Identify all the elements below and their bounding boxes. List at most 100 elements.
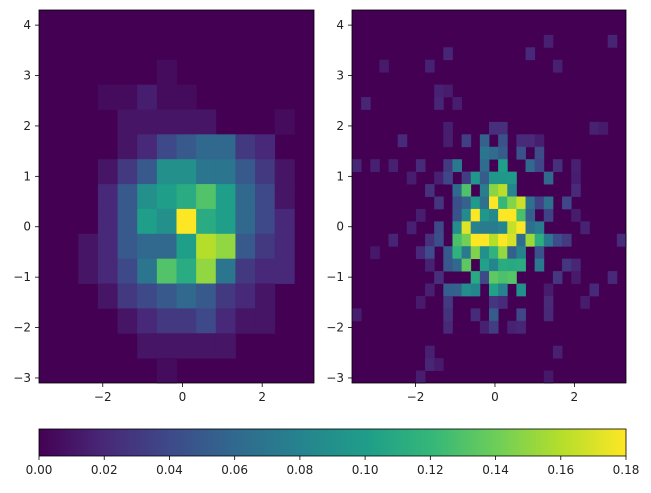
right-heatmap-cell (580, 221, 590, 235)
left-heatmap-cell (215, 258, 236, 284)
left-heatmap-cell (235, 233, 256, 260)
left-heatmap-cell (255, 233, 276, 260)
right-heatmap-cell (616, 233, 627, 247)
left-heatmap-cell (235, 184, 256, 210)
right-heatmap-cell (498, 208, 508, 222)
right-heatmap-cell (452, 184, 462, 197)
left-heatmap-cell (156, 208, 177, 235)
left-heatmap-cell (137, 308, 158, 334)
colorbar-gradient (38, 428, 627, 457)
left-heatmap-cell (235, 258, 256, 284)
right-heatmap-cell (489, 308, 499, 322)
right-heatmap-cell (479, 246, 490, 260)
left-heatmap-cell (97, 84, 118, 110)
left-heatmap-cell (97, 184, 118, 210)
left-heatmap-cell (215, 333, 236, 359)
left-y-tick-label: −2 (13, 321, 31, 335)
right-heatmap-cell (479, 271, 490, 284)
right-heatmap-cell (507, 171, 517, 185)
right-heatmap-cell (443, 171, 453, 185)
colorbar: 0.00 0.02 0.04 0.06 0.08 0.10 0.12 0.14 0.16 0.18 (26, 428, 640, 477)
right-heatmap-cell (580, 295, 590, 309)
right-y-tick-label: 3 (336, 69, 344, 83)
left-heatmap-cell (255, 184, 276, 210)
right-x-tick-label: 0 (491, 390, 499, 404)
right-heatmap-cell (370, 159, 380, 173)
right-heatmap-cell (525, 221, 536, 235)
left-heatmap-cell (196, 159, 217, 185)
right-heatmap-cell (498, 271, 508, 284)
right-axes-frame (351, 9, 627, 384)
colorbar-tick-label: 0.18 (613, 463, 640, 477)
colorbar-tick-label: 0.06 (221, 463, 248, 477)
left-heatmap-cell (196, 233, 217, 260)
right-heatmap-cell (534, 246, 545, 260)
left-heatmap-cell (176, 208, 197, 235)
left-heatmap-cell (255, 308, 276, 334)
left-heatmap-cell (156, 84, 177, 110)
right-heatmap-cell (470, 271, 481, 284)
left-heatmap-cell (137, 84, 158, 110)
right-heatmap-cell (370, 246, 380, 260)
right-heatmap-cell (498, 184, 508, 197)
right-heatmap-cell (607, 34, 618, 48)
right-heatmap-cell (452, 97, 462, 110)
left-heatmap-cell (176, 134, 197, 160)
right-heatmap-cell (434, 196, 444, 210)
right-heatmap-cell (507, 221, 517, 235)
right-heatmap-cell (571, 184, 581, 197)
right-heatmap-cell (516, 196, 526, 210)
left-heatmap-cell (156, 134, 177, 160)
left-heatmap-cell (274, 159, 295, 185)
left-heatmap-cell (235, 159, 256, 185)
left-y-tick-label: 2 (23, 119, 31, 133)
left-heatmap-cell (196, 283, 217, 309)
right-heatmap-cell (397, 134, 408, 148)
right-y-tick-label: −1 (326, 270, 344, 284)
right-heatmap-cell (598, 121, 609, 135)
right-heatmap-cell (452, 246, 462, 260)
right-heatmap-cell (489, 258, 499, 272)
right-heatmap-cell (534, 159, 545, 173)
left-heatmap-panel: −2 0 2 −3 −2 −1 0 1 2 3 4 (13, 9, 315, 404)
right-heatmap-cell (507, 196, 517, 210)
right-x-tick-label: −2 (407, 390, 425, 404)
right-heatmap-cell (543, 295, 554, 309)
left-heatmap-cell (117, 208, 138, 235)
right-heatmap-cell (434, 97, 444, 110)
right-heatmap-cell (507, 258, 517, 272)
right-heatmap-cell (352, 308, 362, 322)
right-heatmap-cell (589, 121, 599, 135)
left-y-tick-label: 3 (23, 69, 31, 83)
left-heatmap-cell (137, 109, 158, 135)
right-heatmap-cell (415, 208, 426, 222)
right-heatmap-cell (461, 134, 472, 148)
left-heatmap-cell (117, 109, 138, 135)
right-heatmap-cell (425, 59, 435, 73)
left-y-tick-label: −1 (13, 270, 31, 284)
right-heatmap-cell (470, 171, 481, 185)
right-heatmap-cell (479, 159, 490, 173)
left-heatmap-cell (196, 109, 217, 135)
right-heatmap-cell (452, 258, 462, 272)
right-heatmap-cell (489, 295, 499, 309)
right-heatmap-cell (525, 47, 536, 61)
right-heatmap-cell (489, 221, 499, 235)
right-heatmap-cell (452, 159, 462, 173)
right-heatmap-cell (498, 283, 508, 297)
right-heatmap-cell (498, 134, 508, 148)
right-x-tick-label: 2 (571, 390, 579, 404)
right-heatmap-cell (543, 208, 554, 222)
right-heatmap-cell (415, 246, 426, 260)
left-heatmap-cell (176, 84, 197, 110)
colorbar-tick-label: 0.04 (156, 463, 183, 477)
right-heatmap-cell (534, 221, 545, 235)
right-heatmap-cell (498, 221, 508, 235)
right-heatmap-cell (562, 196, 572, 210)
left-heatmap-cell (255, 283, 276, 309)
right-heatmap-cell (516, 246, 526, 260)
left-heatmap-cell (156, 59, 177, 85)
left-heatmap-cell (137, 333, 158, 359)
right-heatmap-cell (498, 258, 508, 272)
right-heatmap-cell (452, 196, 462, 210)
